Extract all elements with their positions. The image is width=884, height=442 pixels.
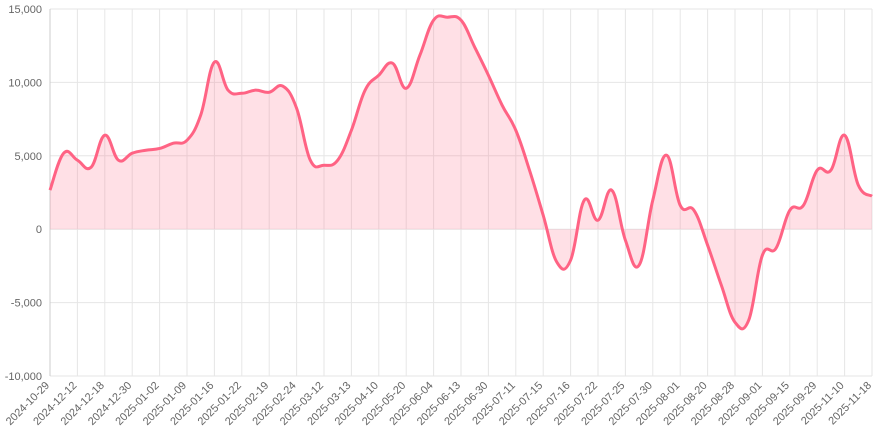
y-tick-label: -5,000 <box>11 298 42 310</box>
area <box>50 15 872 329</box>
y-tick-label: 5,000 <box>14 151 42 163</box>
y-tick-label: 15,000 <box>8 4 42 16</box>
y-tick-label: -10,000 <box>5 371 42 383</box>
y-tick-label: 0 <box>36 224 42 236</box>
y-tick-label: 10,000 <box>8 77 42 89</box>
line <box>48 14 873 331</box>
